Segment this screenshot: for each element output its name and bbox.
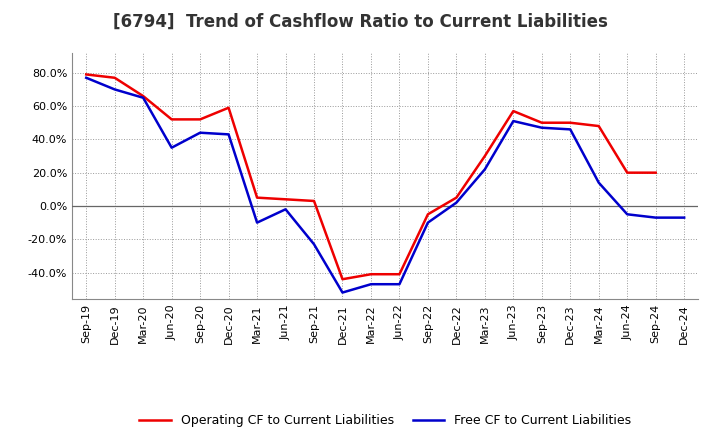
Operating CF to Current Liabilities: [225, 105, 233, 110]
Operating CF to Current Liabilities: [366, 271, 375, 277]
Operating CF to Current Liabilities: [167, 117, 176, 122]
Free CF to Current Liabilities: [82, 75, 91, 81]
Free CF to Current Liabilities: [680, 215, 688, 220]
Free CF to Current Liabilities: [139, 95, 148, 100]
Operating CF to Current Liabilities: [480, 154, 489, 159]
Free CF to Current Liabilities: [566, 127, 575, 132]
Free CF to Current Liabilities: [623, 212, 631, 217]
Line: Operating CF to Current Liabilities: Operating CF to Current Liabilities: [86, 74, 656, 279]
Text: [6794]  Trend of Cashflow Ratio to Current Liabilities: [6794] Trend of Cashflow Ratio to Curren…: [112, 13, 608, 31]
Operating CF to Current Liabilities: [110, 75, 119, 81]
Operating CF to Current Liabilities: [537, 120, 546, 125]
Free CF to Current Liabilities: [452, 200, 461, 205]
Free CF to Current Liabilities: [509, 118, 518, 124]
Free CF to Current Liabilities: [480, 167, 489, 172]
Free CF to Current Liabilities: [423, 220, 432, 225]
Legend: Operating CF to Current Liabilities, Free CF to Current Liabilities: Operating CF to Current Liabilities, Fre…: [135, 409, 636, 432]
Operating CF to Current Liabilities: [566, 120, 575, 125]
Line: Free CF to Current Liabilities: Free CF to Current Liabilities: [86, 78, 684, 293]
Free CF to Current Liabilities: [537, 125, 546, 130]
Operating CF to Current Liabilities: [452, 195, 461, 200]
Free CF to Current Liabilities: [310, 242, 318, 247]
Free CF to Current Liabilities: [595, 180, 603, 185]
Operating CF to Current Liabilities: [595, 123, 603, 128]
Free CF to Current Liabilities: [167, 145, 176, 150]
Free CF to Current Liabilities: [110, 87, 119, 92]
Free CF to Current Liabilities: [366, 282, 375, 287]
Operating CF to Current Liabilities: [139, 93, 148, 99]
Operating CF to Current Liabilities: [509, 108, 518, 114]
Free CF to Current Liabilities: [253, 220, 261, 225]
Operating CF to Current Liabilities: [196, 117, 204, 122]
Free CF to Current Liabilities: [282, 207, 290, 212]
Operating CF to Current Liabilities: [282, 197, 290, 202]
Free CF to Current Liabilities: [225, 132, 233, 137]
Operating CF to Current Liabilities: [652, 170, 660, 175]
Operating CF to Current Liabilities: [82, 72, 91, 77]
Free CF to Current Liabilities: [652, 215, 660, 220]
Operating CF to Current Liabilities: [338, 277, 347, 282]
Operating CF to Current Liabilities: [395, 271, 404, 277]
Free CF to Current Liabilities: [395, 282, 404, 287]
Operating CF to Current Liabilities: [623, 170, 631, 175]
Operating CF to Current Liabilities: [423, 212, 432, 217]
Operating CF to Current Liabilities: [310, 198, 318, 204]
Free CF to Current Liabilities: [196, 130, 204, 136]
Free CF to Current Liabilities: [338, 290, 347, 295]
Operating CF to Current Liabilities: [253, 195, 261, 200]
